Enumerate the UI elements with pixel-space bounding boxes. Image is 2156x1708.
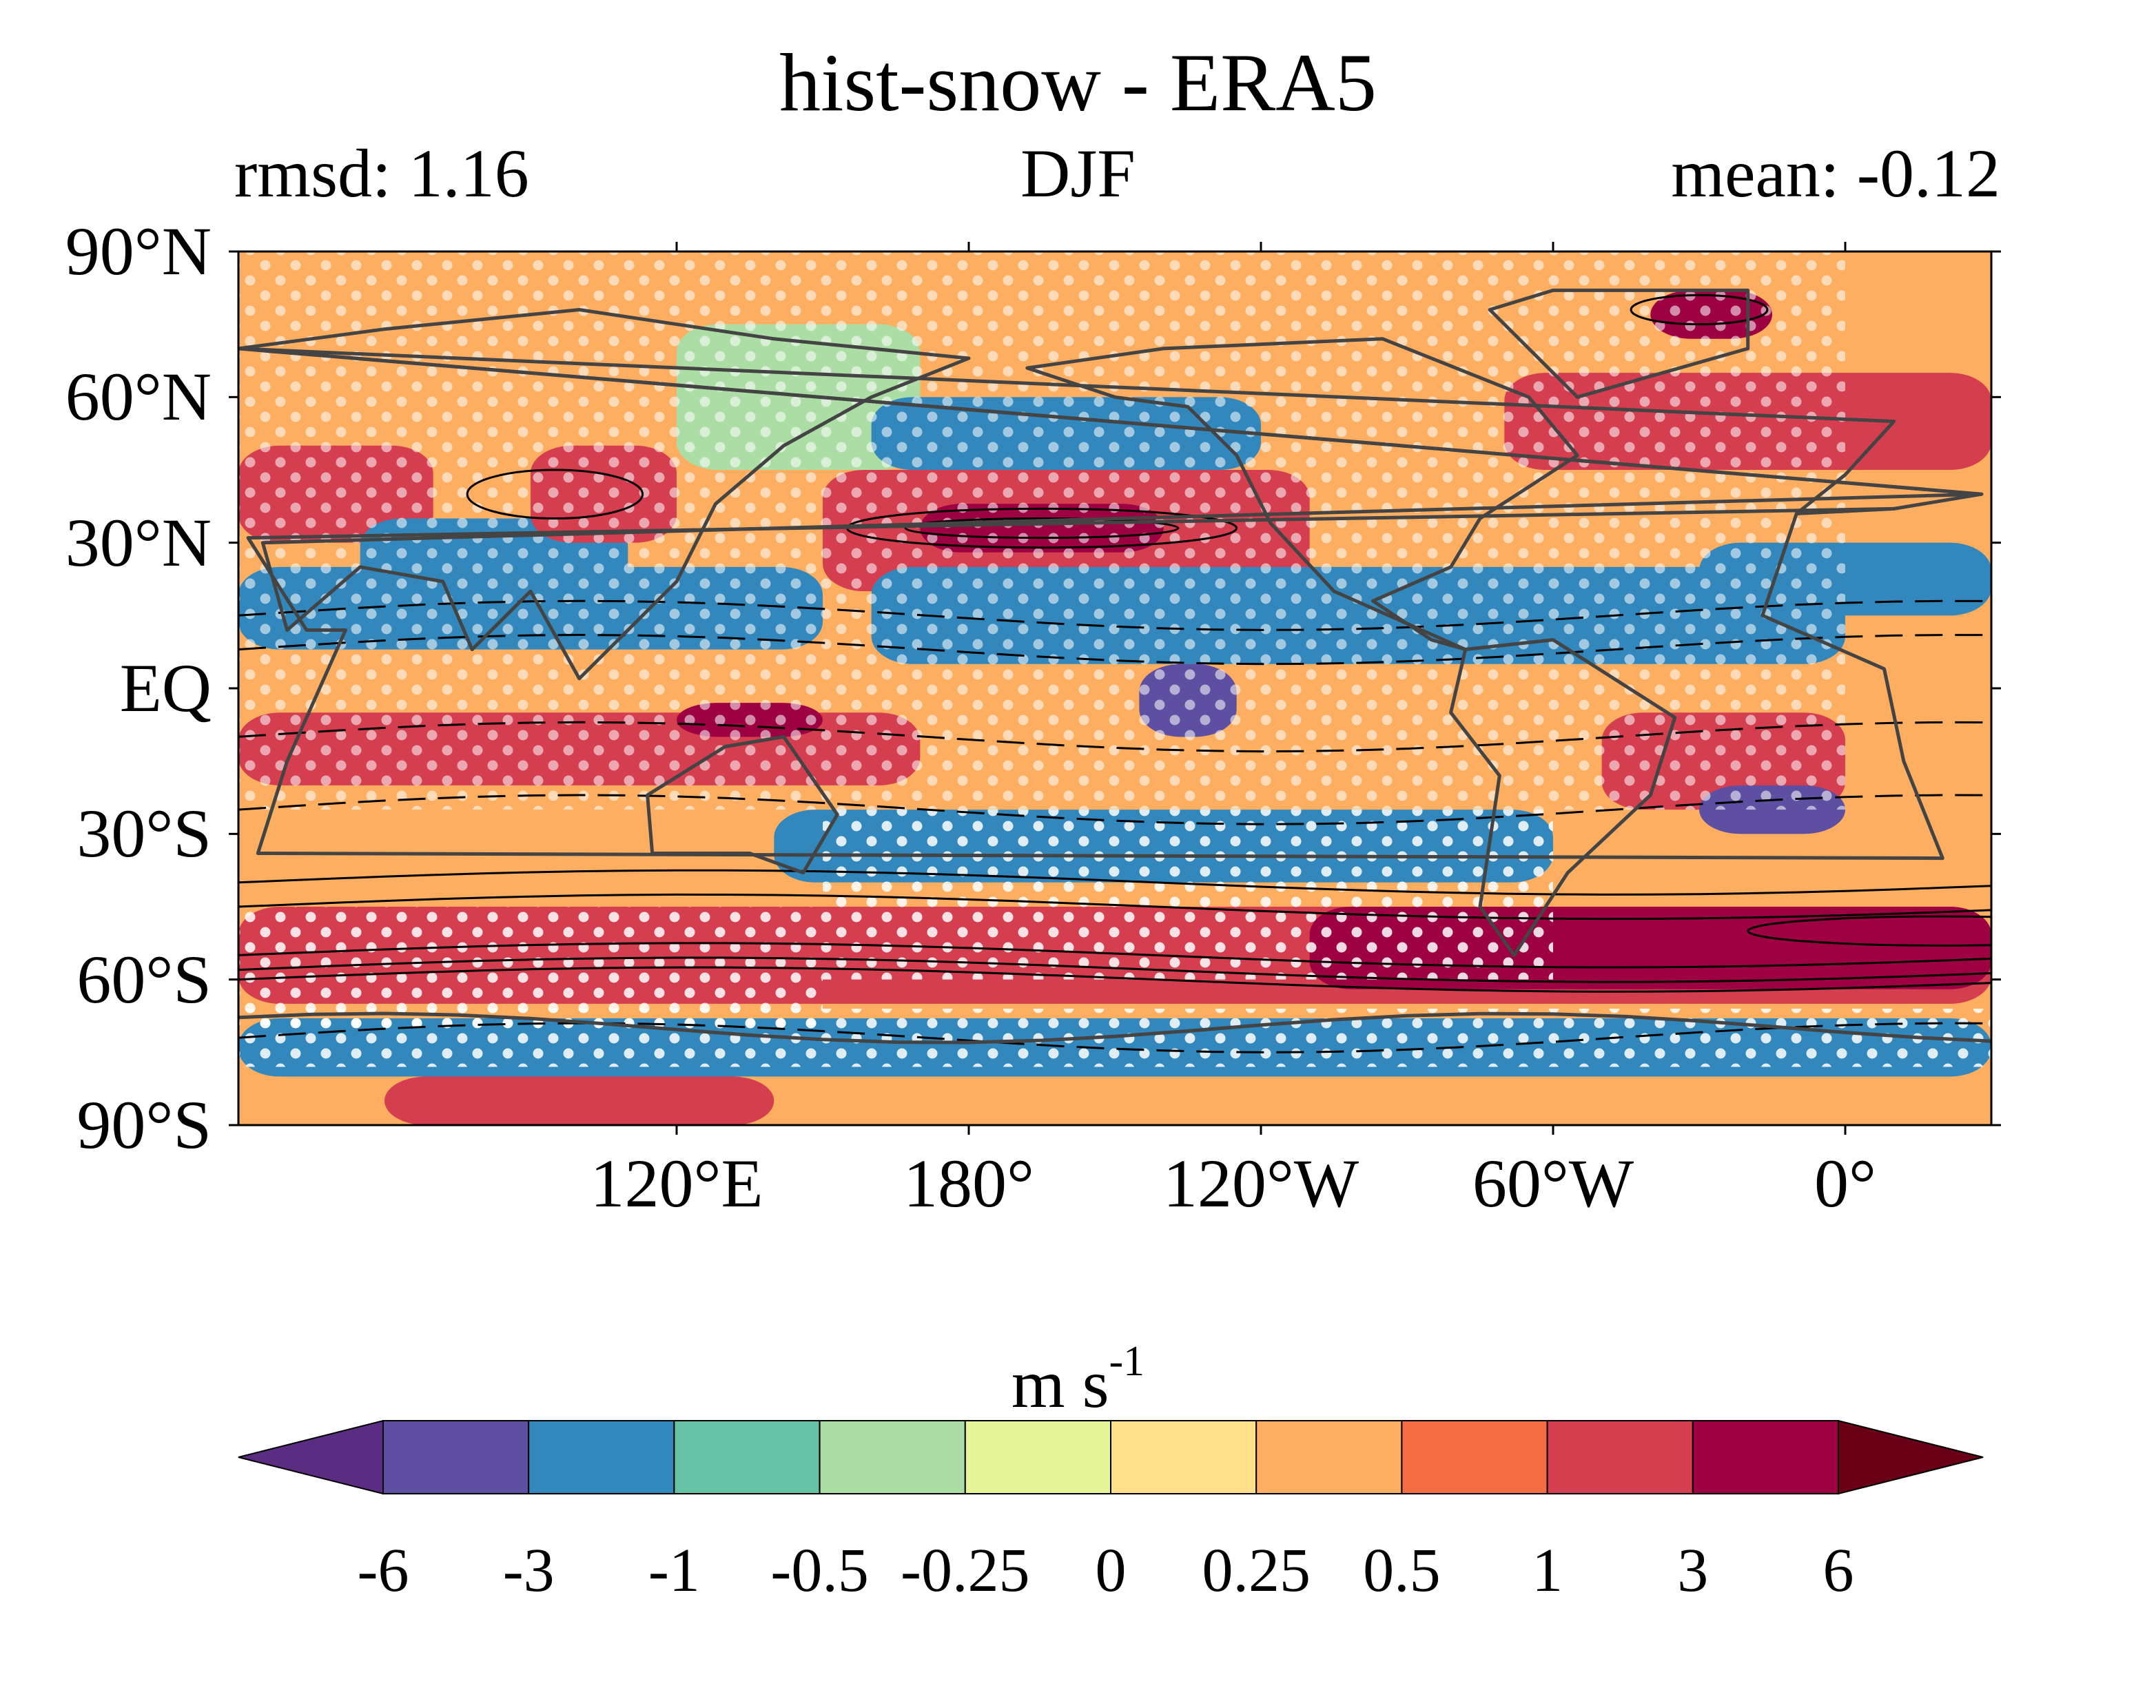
solid-contour <box>238 942 1991 969</box>
coastline <box>246 506 1944 861</box>
closed-contour <box>466 469 644 519</box>
colorbar-tick-label: -6 <box>357 1536 409 1605</box>
season-label: DJF <box>1020 135 1136 212</box>
coastline <box>1488 288 1750 399</box>
solid-contour <box>238 893 1991 920</box>
chart-title: hist-snow - ERA5 <box>779 37 1377 128</box>
stipple-block <box>823 810 1553 980</box>
colorbar <box>238 1419 1984 1495</box>
y-tick-label: 60°N <box>65 358 212 435</box>
closed-contour <box>1630 294 1769 326</box>
colorbar-tick-label: 1 <box>1532 1536 1563 1605</box>
closed-contour <box>904 517 1180 539</box>
colorbar-segment <box>1110 1420 1257 1494</box>
colorbar-segment <box>1255 1420 1403 1494</box>
colorbar-tick-label: -0.25 <box>901 1536 1030 1605</box>
closed-contour <box>1747 915 1991 947</box>
coastlines <box>238 288 1991 1045</box>
colorbar-tick-label: -0.5 <box>770 1536 869 1605</box>
x-tick-label: 120°E <box>590 1145 763 1222</box>
coastline <box>238 347 1984 515</box>
colorbar-tick-label: 3 <box>1677 1536 1709 1605</box>
dashed-contour <box>238 633 1991 666</box>
colorbar-tick-label: 0 <box>1095 1536 1127 1605</box>
stipple-block <box>238 251 1845 810</box>
axis-ticks <box>229 242 2001 1135</box>
dashed-contour <box>238 1022 1991 1053</box>
y-tick-label: 60°S <box>76 940 212 1018</box>
x-tick-label: 60°W <box>1472 1145 1634 1222</box>
y-tick-label: EQ <box>119 650 212 726</box>
colorbar-tick-label: 6 <box>1823 1536 1854 1605</box>
colorbar-segment <box>964 1420 1112 1494</box>
colorbar-tick-label: 0.5 <box>1363 1536 1441 1605</box>
y-tick-label: 30°N <box>65 504 212 581</box>
coastline <box>646 734 839 875</box>
dashed-contour <box>238 599 1991 631</box>
significance-stippling <box>238 251 1991 1067</box>
mean-stat: mean: -0.12 <box>1671 135 2000 212</box>
solid-contour <box>238 956 1991 983</box>
x-tick-label: 120°W <box>1162 1145 1359 1222</box>
coastline-antarctica <box>238 1011 1991 1045</box>
solid-contour <box>238 966 1991 993</box>
x-tick-label: 0° <box>1814 1145 1876 1222</box>
colorbar-extend-low <box>238 1419 384 1495</box>
colorbar-extend-high <box>1838 1419 1984 1495</box>
colorbar-segment <box>819 1420 966 1494</box>
units-exponent: -1 <box>1109 1338 1145 1385</box>
solid-contour <box>238 869 1991 896</box>
colorbar-segment <box>382 1420 530 1494</box>
colorbar-tick-label: -3 <box>502 1536 555 1605</box>
y-tick-label: 90°S <box>76 1087 212 1163</box>
colorbar-segment <box>1692 1420 1840 1494</box>
heatmap-cell <box>384 1076 774 1125</box>
colorbar-segment <box>528 1420 675 1494</box>
coastline <box>1449 638 1677 957</box>
colorbar-tick-label: -1 <box>648 1536 700 1605</box>
y-tick-label: 90°N <box>65 213 212 289</box>
colorbar-tick-label: 0.25 <box>1202 1536 1311 1605</box>
rmsd-stat: rmsd: 1.16 <box>234 135 529 212</box>
colorbar-segment <box>673 1420 821 1494</box>
units-main: m s <box>1011 1346 1109 1422</box>
dashed-contour <box>238 794 1991 825</box>
x-tick-label: 180° <box>903 1145 1034 1222</box>
coastline <box>238 308 1984 681</box>
y-tick-label: 30°S <box>76 795 212 872</box>
colorbar-segment <box>1401 1420 1548 1494</box>
dashed-contour <box>238 721 1991 753</box>
colorbar-units: m s-1 <box>0 1340 2156 1419</box>
colorbar-segment <box>1546 1420 1694 1494</box>
